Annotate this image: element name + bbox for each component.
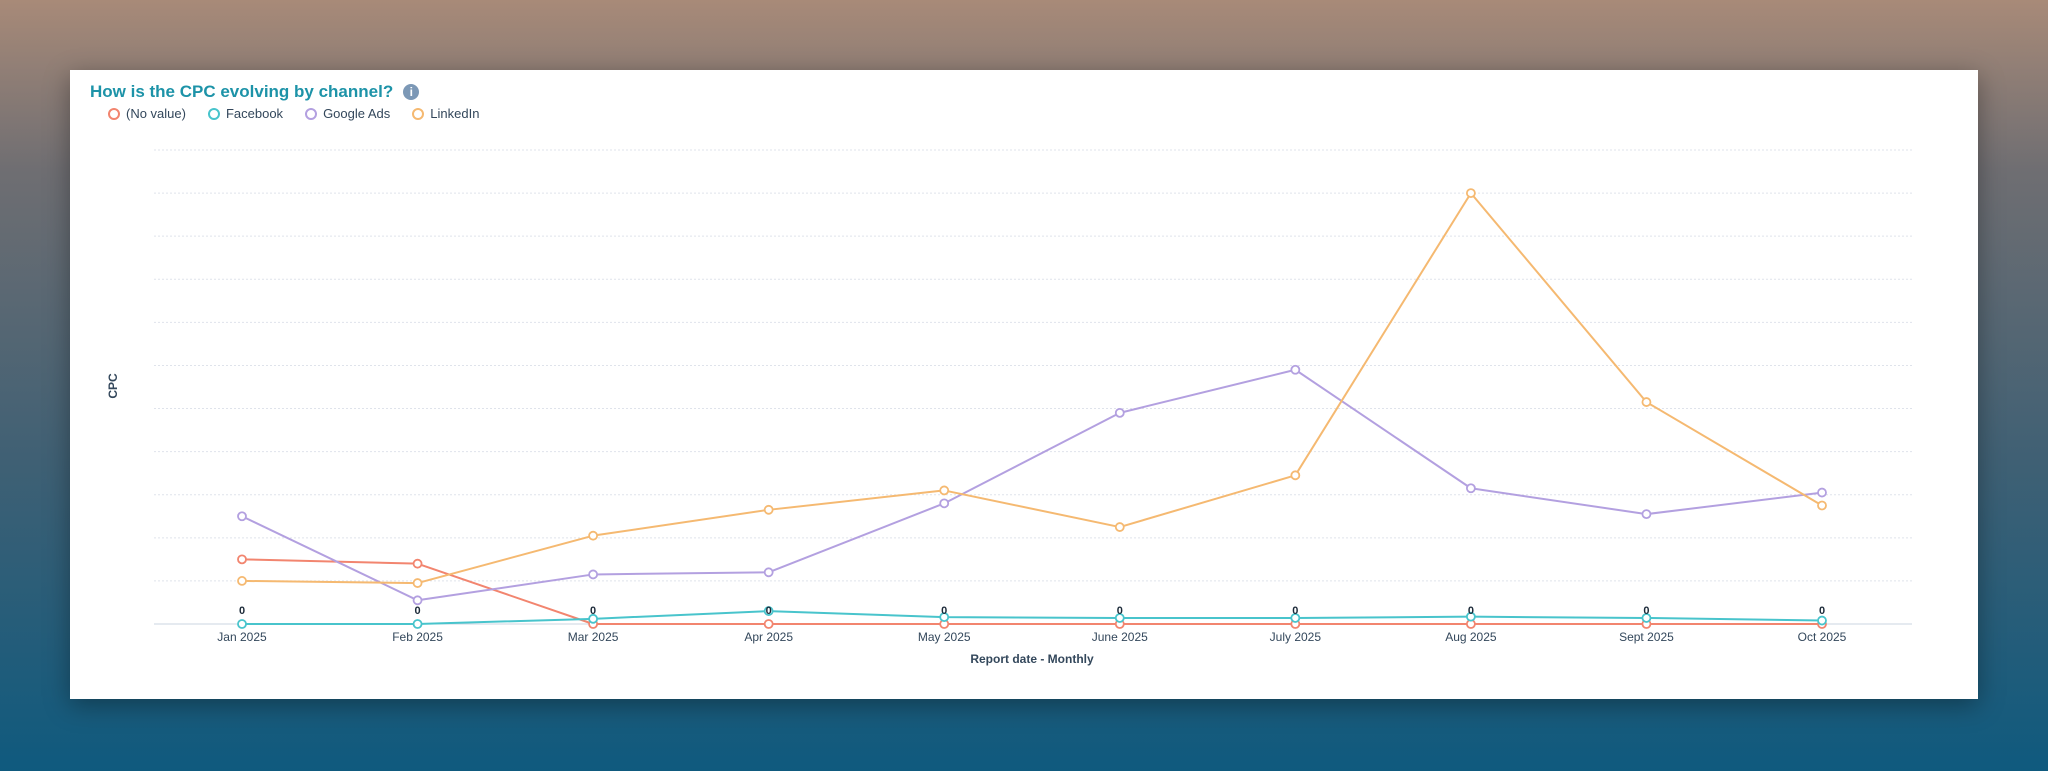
x-tick-label: May 2025 (918, 630, 971, 644)
data-point (588, 569, 599, 580)
data-point (237, 554, 247, 565)
x-tick-label: June 2025 (1092, 630, 1148, 644)
x-tick-label: Sept 2025 (1619, 630, 1674, 644)
data-point (1465, 188, 1476, 198)
series-line (241, 192, 1823, 585)
legend-item-facebook[interactable]: Facebook (207, 106, 284, 121)
data-point (412, 595, 423, 606)
data-point (237, 576, 247, 586)
data-point (237, 619, 247, 629)
data-point (763, 504, 774, 515)
data-point (1290, 613, 1301, 623)
series-line (241, 558, 1822, 625)
chart-card: How is the CPC evolving by channel? i (N… (70, 70, 1978, 699)
x-tick-label: Oct 2025 (1798, 630, 1847, 644)
series-line (242, 610, 1823, 625)
data-labels: 0 0 0 0 0 0 0 0 0 0 (239, 605, 1825, 617)
data-label: 0 (414, 605, 420, 617)
data-point (939, 498, 950, 509)
x-tick-label: Jan 2025 (217, 630, 267, 644)
x-axis-title: Report date - Monthly (970, 652, 1094, 666)
x-tick-label: Aug 2025 (1445, 630, 1497, 644)
data-point (939, 485, 950, 496)
data-point (1290, 470, 1301, 481)
legend-item-no-value[interactable]: (No value) (108, 106, 186, 121)
data-point (412, 578, 423, 588)
data-point (1114, 522, 1125, 532)
data-point (1641, 509, 1652, 520)
series-line (241, 368, 1823, 602)
legend-item-google-ads[interactable]: Google Ads (305, 106, 390, 121)
legend-marker-icon (108, 107, 120, 120)
data-point (237, 511, 247, 522)
line-chart: Jan 2025 Feb 2025 Mar 2025 Apr 2025 May 2025… (106, 149, 1912, 666)
info-icon[interactable]: i (403, 84, 420, 100)
chart-title: How is the CPC evolving by channel? (90, 82, 394, 101)
legend-label: Google Ads (323, 106, 391, 121)
data-point (1114, 407, 1125, 418)
legend-item-linkedin[interactable]: LinkedIn (412, 106, 479, 121)
x-tick-label: Mar 2025 (568, 630, 619, 644)
data-point (412, 558, 423, 569)
data-point (1465, 611, 1476, 622)
data-point (1817, 615, 1827, 626)
legend-marker-icon (305, 107, 318, 120)
grid-lines (154, 149, 1912, 582)
data-label: 0 (1292, 605, 1298, 617)
y-axis-title: CPC (106, 373, 120, 399)
chart-header: How is the CPC evolving by channel? i (90, 82, 420, 102)
data-point (588, 530, 599, 541)
legend-label: Facebook (225, 106, 284, 121)
series-lines (237, 188, 1827, 629)
data-label: 0 (941, 605, 947, 617)
data-label: 0 (1819, 605, 1825, 617)
data-point (1641, 397, 1652, 407)
data-label: 0 (1468, 605, 1474, 617)
data-point (588, 613, 599, 624)
data-label: 0 (239, 605, 245, 617)
x-tick-label: Apr 2025 (744, 630, 793, 644)
data-label: 0 (1117, 605, 1123, 617)
data-point (763, 567, 774, 578)
data-point (1641, 613, 1652, 623)
x-tick-label: July 2025 (1270, 630, 1322, 644)
data-point (1465, 483, 1476, 494)
data-point (1290, 364, 1301, 375)
data-point (1114, 613, 1125, 623)
data-point (939, 612, 950, 623)
legend-marker-icon (207, 107, 220, 120)
legend-label: LinkedIn (430, 106, 480, 121)
data-label: 0 (766, 605, 772, 617)
data-point (1817, 487, 1827, 498)
data-point (763, 606, 774, 616)
data-label: 0 (1643, 605, 1649, 617)
legend-marker-icon (412, 107, 425, 120)
data-point (763, 619, 774, 629)
data-point (1817, 500, 1827, 511)
legend-label: (No value) (126, 106, 186, 121)
data-label: 0 (590, 605, 596, 617)
chart-legend: (No value) Facebook Google Ads LinkedIn (108, 106, 479, 121)
x-tick-label: Feb 2025 (392, 630, 443, 644)
data-point (412, 619, 423, 629)
